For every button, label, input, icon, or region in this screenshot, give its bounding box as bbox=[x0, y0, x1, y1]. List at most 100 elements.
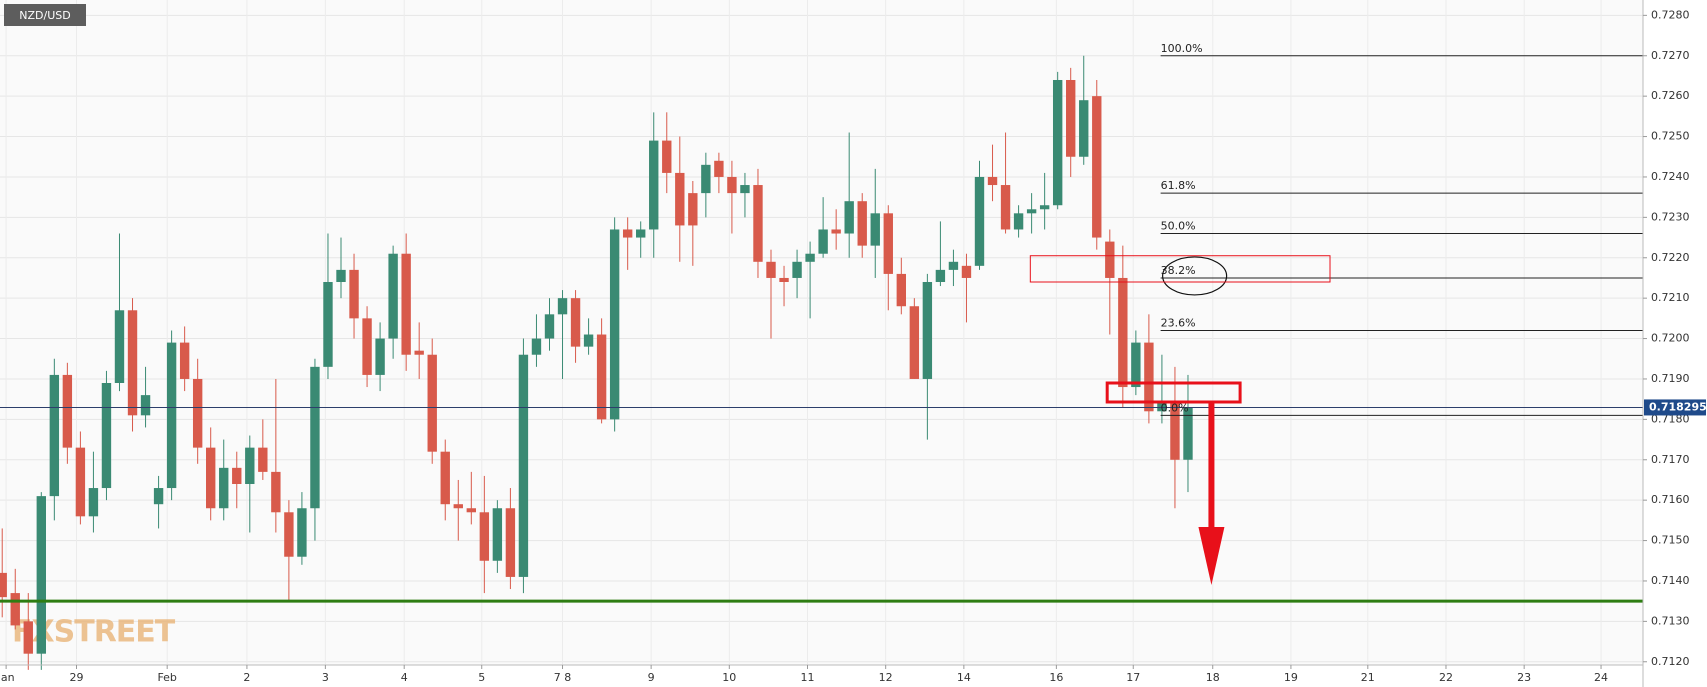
candle-body bbox=[1000, 185, 1011, 230]
x-tick-label: 22 bbox=[1439, 671, 1453, 684]
fib-label: 38.2% bbox=[1161, 264, 1196, 277]
candle-body bbox=[127, 310, 138, 416]
candle-body bbox=[297, 508, 307, 557]
candle-body bbox=[453, 504, 463, 509]
candle-body bbox=[440, 451, 450, 505]
y-tick-label: 0.7260 bbox=[1651, 89, 1690, 102]
candle-body bbox=[818, 229, 828, 254]
x-tick-label: 16 bbox=[1049, 671, 1063, 684]
x-tick-label: 2 bbox=[243, 671, 250, 684]
x-tick-label: 3 bbox=[322, 671, 329, 684]
x-tick-label: 23 bbox=[1517, 671, 1531, 684]
fib-label: 23.6% bbox=[1161, 316, 1196, 329]
candle-body bbox=[857, 201, 867, 246]
fib-label: 61.8% bbox=[1161, 179, 1196, 192]
y-tick-label: 0.7220 bbox=[1651, 251, 1690, 264]
x-tick-label: 21 bbox=[1361, 671, 1375, 684]
candle-body bbox=[909, 306, 920, 379]
candle-body bbox=[688, 193, 698, 226]
candle-body bbox=[675, 172, 685, 226]
x-tick-label: 14 bbox=[957, 671, 971, 684]
candle-body bbox=[961, 265, 972, 278]
candle-body bbox=[505, 508, 516, 577]
candle-body bbox=[779, 277, 789, 282]
candle-body bbox=[232, 467, 242, 485]
candle-body bbox=[557, 298, 568, 315]
candle-body bbox=[935, 269, 946, 282]
candle-body bbox=[740, 185, 750, 194]
y-tick-label: 0.7280 bbox=[1651, 8, 1690, 21]
x-tick-label: 17 bbox=[1126, 671, 1140, 684]
candle-body bbox=[844, 201, 854, 234]
y-tick-label: 0.7170 bbox=[1651, 453, 1690, 466]
candle-body bbox=[792, 261, 802, 278]
x-tick-label: 19 bbox=[1284, 671, 1298, 684]
candle-body bbox=[349, 269, 359, 319]
candle-body bbox=[622, 229, 633, 238]
candle-body bbox=[1052, 79, 1063, 206]
y-tick-label: 0.7120 bbox=[1651, 655, 1690, 668]
candle-body bbox=[427, 354, 437, 452]
candle-body bbox=[375, 338, 385, 375]
current-price-tag bbox=[1644, 399, 1706, 416]
candle-body bbox=[714, 160, 724, 177]
candle-body bbox=[179, 342, 190, 379]
candle-body bbox=[1026, 209, 1037, 214]
x-tick-label: 24 bbox=[1594, 671, 1608, 684]
x-tick-label: 11 bbox=[800, 671, 814, 684]
y-tick-label: 0.7270 bbox=[1651, 49, 1690, 62]
x-tick-label: 5 bbox=[478, 671, 485, 684]
candle-body bbox=[531, 338, 542, 355]
candle-body bbox=[753, 185, 763, 262]
zone bbox=[1029, 255, 1331, 283]
main: 100.0% 61.8% 50.0% 38.2% 23.6% 0.0% bbox=[0, 42, 1643, 670]
x-tick-label: Feb bbox=[157, 671, 176, 684]
candle-body bbox=[896, 273, 907, 307]
candle-body bbox=[101, 383, 112, 489]
x-tick-label: 12 bbox=[879, 671, 893, 684]
candle-body bbox=[1118, 277, 1128, 388]
highlight-ellipse bbox=[1162, 256, 1228, 296]
candle-body bbox=[219, 467, 229, 509]
x-tick-label: 9 bbox=[648, 671, 655, 684]
candle-body bbox=[114, 310, 125, 384]
candle-body bbox=[1039, 205, 1050, 210]
candle-body bbox=[701, 164, 711, 194]
x-tick-label: 4 bbox=[401, 671, 408, 684]
current-price-label: 0.718295 bbox=[1649, 400, 1707, 413]
y-tick-label: 0.7250 bbox=[1651, 130, 1690, 143]
y-tick-label: 0.7150 bbox=[1651, 534, 1690, 547]
candle-body bbox=[596, 334, 607, 420]
y-tick-label: 0.7240 bbox=[1651, 170, 1690, 183]
candle-body bbox=[166, 342, 177, 489]
candle-body bbox=[883, 213, 893, 274]
fib-label: 100.0% bbox=[1161, 42, 1203, 55]
candle-body bbox=[583, 334, 594, 347]
candle-body bbox=[570, 298, 581, 347]
x-tick-label: 29 bbox=[69, 671, 83, 684]
chart-title: NZD/USD bbox=[19, 9, 70, 22]
candle-body bbox=[88, 488, 99, 517]
candle-body bbox=[1105, 241, 1115, 278]
candle-body bbox=[10, 593, 20, 626]
y-tick-label: 0.7140 bbox=[1651, 574, 1690, 587]
grid bbox=[0, 0, 1643, 665]
candle-body bbox=[492, 508, 503, 561]
candle-body bbox=[987, 176, 998, 186]
candle-body bbox=[49, 374, 60, 497]
y-tick-label: 0.7130 bbox=[1651, 614, 1690, 627]
fib-label: 50.0% bbox=[1161, 220, 1196, 233]
y-tick-label: 0.7160 bbox=[1651, 493, 1690, 506]
y-tick-label: 0.7210 bbox=[1651, 291, 1690, 304]
candle-body bbox=[362, 318, 372, 375]
y-tick-label: 0.7230 bbox=[1651, 210, 1690, 223]
candle-body bbox=[466, 508, 476, 513]
candle-body bbox=[23, 621, 33, 654]
candle-body bbox=[153, 488, 164, 505]
candle-body bbox=[636, 229, 646, 238]
y-tick-label: 0.7180 bbox=[1651, 412, 1690, 425]
candle-body bbox=[922, 281, 933, 379]
y-tick-label: 0.7190 bbox=[1651, 372, 1690, 385]
candle-body bbox=[649, 140, 659, 230]
